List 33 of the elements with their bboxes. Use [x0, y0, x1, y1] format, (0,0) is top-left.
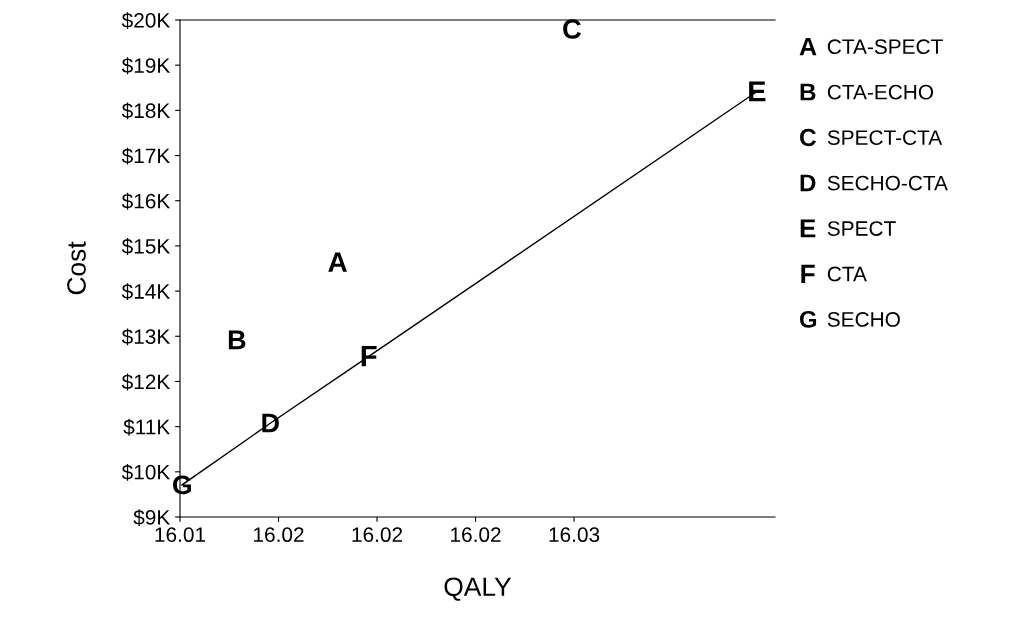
legend-label: CTA: [827, 266, 867, 282]
legend-label: SECHO: [827, 312, 900, 327]
y-tick-label: $12K: [121, 373, 171, 391]
point: [328, 252, 347, 272]
y-tick-label: $17K: [121, 147, 171, 165]
y-tick-label: $16K: [121, 192, 171, 210]
y-tick-label: $11K: [123, 418, 171, 436]
y-tick-label: $10K: [121, 463, 171, 481]
point: [173, 475, 191, 495]
point: [262, 413, 279, 433]
x-tick-label: 16.03: [549, 527, 600, 543]
y-tick-label: $18K: [121, 102, 171, 120]
y-tick-label: $14K: [121, 283, 171, 301]
legend-label: SECHO-CTA: [827, 175, 948, 191]
y-tick-label: $19K: [121, 57, 171, 75]
x-tick-label: 16.02: [352, 527, 403, 543]
x-tick-label: 16.02: [451, 527, 501, 543]
x-tick-label: 16.01: [155, 527, 206, 543]
y-tick-label: $9K: [133, 509, 171, 526]
y-axis-title: Cost: [67, 241, 86, 295]
y-tick-label: $20K: [121, 12, 171, 29]
legend-label: CTA-ECHO: [827, 84, 934, 100]
point: [228, 330, 246, 350]
y-tick-label: $13K: [121, 328, 171, 346]
point: [563, 19, 582, 39]
y-tick-label: $15K: [121, 238, 171, 255]
point: [361, 346, 377, 367]
legend-label: CTA-SPECT: [827, 39, 943, 55]
point: [749, 81, 766, 102]
x-tick-label: 16.02: [254, 527, 304, 543]
legend-label: SPECT: [827, 221, 896, 236]
x-axis-title: QALY: [444, 577, 512, 601]
legend-label: SPECT-CTA: [827, 130, 943, 145]
